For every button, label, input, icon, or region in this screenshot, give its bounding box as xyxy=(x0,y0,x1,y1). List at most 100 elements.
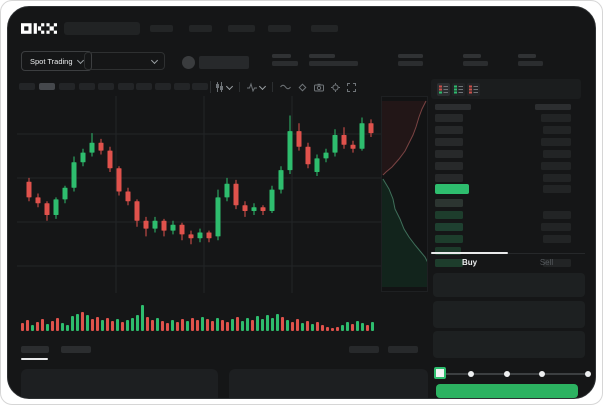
bid-size-bar xyxy=(541,223,571,231)
chevron-down-icon xyxy=(76,56,84,64)
orders-tab[interactable] xyxy=(61,346,91,353)
bid-size-bar xyxy=(543,235,571,243)
interval-pill[interactable] xyxy=(39,83,55,90)
interval-pill[interactable] xyxy=(79,83,95,90)
app-window: Spot Trading xyxy=(7,6,596,399)
ask-size-bar xyxy=(541,162,571,170)
orderbook-mode-bids-icon[interactable] xyxy=(452,83,465,96)
nav-item[interactable] xyxy=(228,25,255,32)
chart-type-button[interactable] xyxy=(215,82,234,92)
orders-filter-pill[interactable] xyxy=(388,346,418,353)
last-price-bar[interactable] xyxy=(435,184,469,194)
bid-size-bar xyxy=(543,259,571,267)
okx-logo xyxy=(21,23,57,34)
slider-stop[interactable] xyxy=(504,371,510,377)
bid-price-bar[interactable] xyxy=(435,259,463,267)
ask-price-bar[interactable] xyxy=(435,138,463,146)
ask-price-bar[interactable] xyxy=(435,174,463,182)
depth-chart xyxy=(381,96,428,292)
interval-pill[interactable] xyxy=(98,83,114,90)
active-tab-underline xyxy=(21,358,48,360)
ask-price-bar[interactable] xyxy=(435,162,463,170)
orders-panel xyxy=(229,369,428,398)
draw-tool-icon[interactable] xyxy=(298,83,307,92)
stat-value xyxy=(272,61,298,66)
divider xyxy=(239,82,240,92)
bid-price-bar[interactable] xyxy=(435,235,463,243)
interval-pill[interactable] xyxy=(59,83,75,90)
indicator-icon xyxy=(247,82,257,92)
tab-buy[interactable]: Buy xyxy=(461,258,478,267)
slider-stop[interactable] xyxy=(539,371,545,377)
orders-tab[interactable] xyxy=(21,346,49,353)
stat-value xyxy=(518,61,543,66)
interval-pill[interactable] xyxy=(136,83,152,90)
bid-price-bar[interactable] xyxy=(435,223,463,231)
stat-label xyxy=(518,54,536,58)
interval-pill[interactable] xyxy=(19,83,35,90)
divider xyxy=(272,82,273,92)
candlestick-icon xyxy=(216,82,223,92)
ask-size-bar xyxy=(541,138,571,146)
orderbook-col-header xyxy=(535,104,571,110)
volume-bars xyxy=(21,305,374,331)
camera-icon[interactable] xyxy=(314,83,324,92)
bid-price-bar[interactable] xyxy=(435,199,463,207)
nav-item[interactable] xyxy=(189,25,212,32)
orders-filter-pill[interactable] xyxy=(349,346,379,353)
active-tab-underline xyxy=(431,252,508,254)
interval-pill[interactable] xyxy=(155,83,171,90)
slider-stop[interactable] xyxy=(585,371,591,377)
chevron-down-icon xyxy=(258,82,267,90)
market-type-selector[interactable]: Spot Trading xyxy=(21,51,92,71)
interval-pill[interactable] xyxy=(192,83,208,90)
ask-price-bar[interactable] xyxy=(435,114,463,122)
nav-item[interactable] xyxy=(268,25,291,32)
price-display xyxy=(199,56,249,69)
ask-price-bar[interactable] xyxy=(435,150,463,158)
amount-slider-track[interactable] xyxy=(438,373,588,375)
settings-icon[interactable] xyxy=(331,82,340,92)
fullscreen-icon[interactable] xyxy=(347,82,356,92)
candlestick-chart[interactable] xyxy=(17,96,381,293)
orderbook-mode-asks-icon[interactable] xyxy=(467,83,480,96)
ask-size-bar xyxy=(543,174,571,182)
nav-item[interactable] xyxy=(150,25,173,32)
ask-size-bar xyxy=(543,126,571,134)
buy-submit-button[interactable] xyxy=(436,384,578,398)
stat-value xyxy=(463,61,488,66)
stat-value xyxy=(309,61,358,66)
order-input[interactable] xyxy=(433,331,585,358)
nav-item[interactable] xyxy=(311,25,338,32)
order-input[interactable] xyxy=(433,273,585,297)
interval-pill[interactable] xyxy=(174,83,190,90)
ask-price-bar[interactable] xyxy=(435,126,463,134)
stat-label xyxy=(398,54,423,58)
divider xyxy=(210,81,211,93)
stat-label xyxy=(309,54,335,58)
tab-sell[interactable]: Sell xyxy=(539,258,554,267)
market-type-label: Spot Trading xyxy=(30,56,73,66)
indicators-button[interactable] xyxy=(247,82,267,92)
stat-label xyxy=(272,54,291,58)
chart-toolbar-icons xyxy=(215,80,356,94)
line-tool-icon[interactable] xyxy=(280,83,291,91)
stat-value xyxy=(398,61,423,66)
slider-stop[interactable] xyxy=(468,371,474,377)
slider-handle[interactable] xyxy=(434,367,446,379)
order-input[interactable] xyxy=(433,301,585,328)
last-size-bar xyxy=(543,185,571,193)
chevron-down-icon xyxy=(225,82,234,90)
bid-size-bar xyxy=(543,211,571,219)
stat-label xyxy=(463,54,481,58)
bid-price-bar[interactable] xyxy=(435,211,463,219)
search-input[interactable] xyxy=(64,22,140,35)
chevron-down-icon xyxy=(150,56,159,65)
interval-pill[interactable] xyxy=(118,83,134,90)
coin-icon[interactable] xyxy=(182,56,195,69)
orderbook-mode-combined-icon[interactable] xyxy=(437,83,450,96)
bid-price-bar[interactable] xyxy=(435,247,461,255)
pair-selector[interactable] xyxy=(84,52,165,70)
orderbook-col-header xyxy=(435,104,471,110)
ask-size-bar xyxy=(541,114,571,122)
